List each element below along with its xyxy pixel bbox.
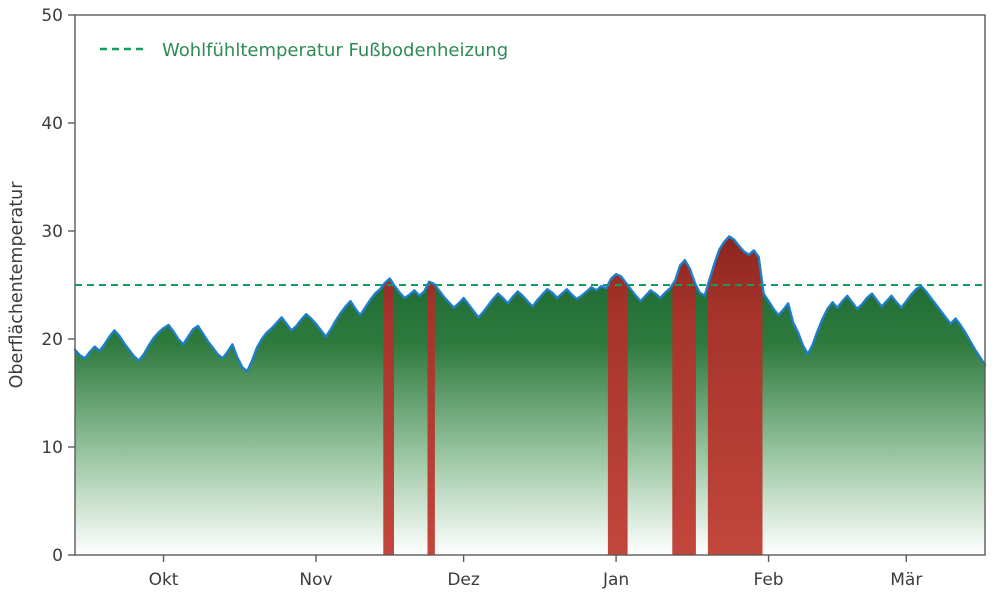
x-tick-label: Dez: [447, 570, 480, 590]
temperature-curve: [73, 235, 987, 373]
y-tick-label: 10: [41, 438, 63, 458]
y-tick-label: 0: [52, 546, 63, 566]
y-tick-label: 20: [41, 330, 63, 350]
axis-frame: [74, 14, 986, 556]
x-tick-label: Mär: [890, 570, 922, 590]
y-tick-label: 30: [41, 222, 63, 242]
y-tick-label: 40: [41, 114, 63, 134]
y-tick-label: 50: [41, 6, 63, 26]
x-tick-label: Okt: [149, 570, 179, 590]
y-axis-label: Oberflächentemperatur: [7, 181, 27, 389]
x-tick-label: Feb: [754, 570, 784, 590]
x-tick-label: Nov: [299, 570, 332, 590]
x-tick-label: Jan: [602, 570, 629, 590]
overheat-region: [707, 236, 763, 555]
legend-label: Wohlfühltemperatur Fußbodenheizung: [162, 40, 508, 61]
overheat-region: [672, 260, 696, 555]
overheat-region: [607, 274, 628, 555]
overheat-region: [383, 278, 394, 555]
overheat-region: [427, 281, 435, 555]
